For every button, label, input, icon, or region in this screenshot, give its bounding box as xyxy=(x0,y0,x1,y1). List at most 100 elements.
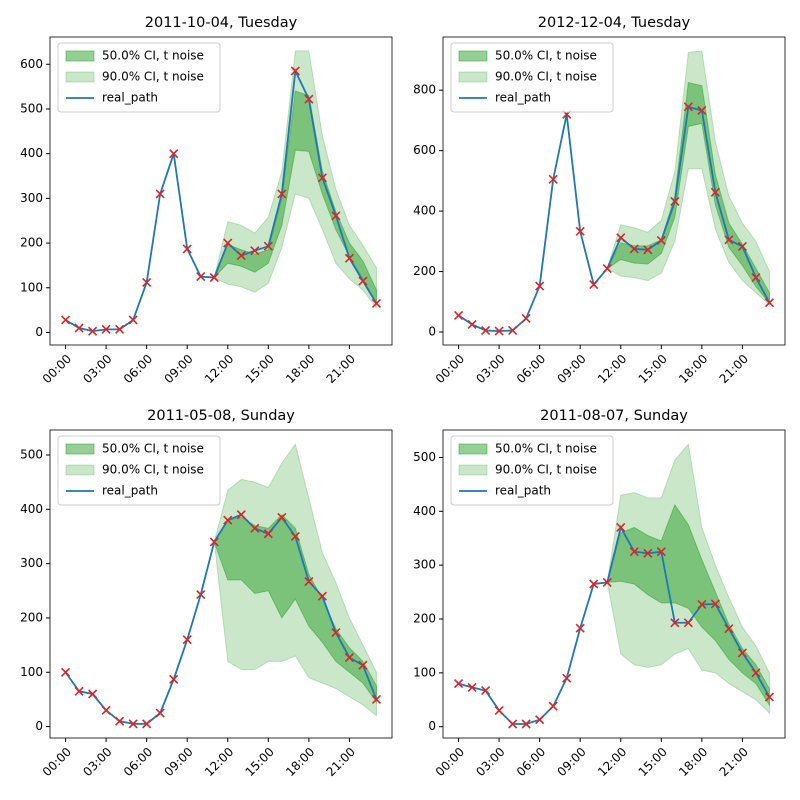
point-marker xyxy=(290,531,300,542)
point-marker xyxy=(142,277,152,287)
x-tick-label: 09:00 xyxy=(554,352,588,386)
point-marker xyxy=(670,196,680,206)
point-marker xyxy=(548,701,558,711)
x-tick-label: 12:00 xyxy=(595,352,629,386)
x-tick-label: 21:00 xyxy=(324,745,358,779)
legend-label: 50.0% CI, t noise xyxy=(495,49,597,63)
point-marker xyxy=(88,689,98,699)
point-marker xyxy=(724,624,734,634)
subplot: 2012-12-04, Tuesday 0 200 400 600 800 00:00 03:… xyxy=(413,15,786,386)
point-marker xyxy=(589,279,599,290)
y-tick-label: 100 xyxy=(20,665,43,679)
point-marker xyxy=(481,686,491,696)
x-tick-label: 09:00 xyxy=(161,352,195,386)
y-tick-label: 200 xyxy=(413,264,436,278)
point-marker xyxy=(196,272,206,282)
x-tick-label: 21:00 xyxy=(324,352,358,386)
y-tick-label: 500 xyxy=(413,450,436,464)
point-marker xyxy=(562,673,572,683)
legend-label: 90.0% CI, t noise xyxy=(495,463,597,477)
point-marker xyxy=(548,174,558,184)
point-marker xyxy=(101,324,111,334)
point-marker xyxy=(209,272,219,283)
y-tick-label: 100 xyxy=(20,280,43,294)
point-marker xyxy=(656,235,666,245)
point-marker xyxy=(155,189,165,199)
subplot-title: 2012-12-04, Tuesday xyxy=(538,15,691,31)
x-tick-label: 15:00 xyxy=(243,745,277,779)
x-tick-label: 12:00 xyxy=(202,352,236,386)
point-marker xyxy=(670,618,680,628)
point-marker xyxy=(535,715,545,725)
ci-band xyxy=(213,90,377,304)
point-marker xyxy=(371,694,382,704)
point-marker xyxy=(169,149,179,159)
legend-swatch xyxy=(65,50,95,62)
point-marker xyxy=(751,273,761,283)
point-marker xyxy=(304,576,314,587)
point-marker xyxy=(453,310,464,320)
point-marker xyxy=(60,667,71,677)
y-tick-label: 600 xyxy=(413,143,436,157)
legend-swatch xyxy=(65,71,95,83)
point-marker xyxy=(250,523,260,533)
legend-label: real_path xyxy=(102,484,158,498)
point-marker xyxy=(317,173,327,183)
point-marker xyxy=(508,325,518,336)
legend-swatch xyxy=(458,71,488,83)
subplot-title: 2011-05-08, Sunday xyxy=(147,408,295,424)
y-tick-label: 400 xyxy=(413,504,436,518)
y-tick-label: 600 xyxy=(20,57,43,71)
x-tick-label: 03:00 xyxy=(473,352,507,386)
legend-label: 90.0% CI, t noise xyxy=(495,70,597,84)
y-tick-label: 500 xyxy=(20,101,43,115)
x-tick-label: 06:00 xyxy=(514,745,548,779)
x-tick-label: 06:00 xyxy=(121,352,155,386)
point-marker xyxy=(115,324,125,334)
x-tick-label: 00:00 xyxy=(40,745,74,779)
point-marker xyxy=(521,719,531,729)
point-marker xyxy=(169,674,179,684)
point-marker xyxy=(358,276,368,286)
point-marker xyxy=(196,590,206,600)
y-tick-label: 300 xyxy=(20,191,43,205)
x-tick-label: 15:00 xyxy=(636,745,670,779)
subplot-title: 2011-08-07, Sunday xyxy=(540,408,688,424)
point-marker xyxy=(236,510,246,520)
legend-label: 50.0% CI, t noise xyxy=(495,442,597,456)
point-marker xyxy=(751,668,761,678)
subplot-title: 2011-10-04, Tuesday xyxy=(145,15,298,31)
x-tick-label: 12:00 xyxy=(202,745,236,779)
point-marker xyxy=(616,233,626,243)
point-marker xyxy=(142,719,152,729)
point-marker xyxy=(467,319,477,330)
point-marker xyxy=(209,537,219,547)
point-marker xyxy=(290,66,300,76)
x-tick-label: 18:00 xyxy=(283,352,317,386)
axes-frame xyxy=(442,36,786,346)
point-marker xyxy=(737,648,747,658)
point-marker xyxy=(155,708,165,718)
point-marker xyxy=(453,679,464,689)
x-tick-label: 18:00 xyxy=(283,745,317,779)
y-tick-label: 200 xyxy=(413,612,436,626)
point-marker xyxy=(467,682,477,692)
point-marker xyxy=(223,515,233,525)
point-marker xyxy=(182,244,192,254)
point-marker xyxy=(589,579,599,589)
x-tick-label: 21:00 xyxy=(717,745,751,779)
y-tick-label: 200 xyxy=(20,610,43,624)
x-tick-label: 21:00 xyxy=(717,352,751,386)
axes-frame xyxy=(442,429,786,739)
y-tick-label: 800 xyxy=(413,83,436,97)
y-tick-label: 0 xyxy=(428,325,436,339)
legend-label: 50.0% CI, t noise xyxy=(102,442,204,456)
y-tick-label: 0 xyxy=(35,325,43,339)
x-tick-label: 03:00 xyxy=(473,745,507,779)
point-marker xyxy=(656,547,666,557)
x-tick-label: 18:00 xyxy=(676,745,710,779)
point-marker xyxy=(74,686,84,696)
point-marker xyxy=(277,189,287,199)
